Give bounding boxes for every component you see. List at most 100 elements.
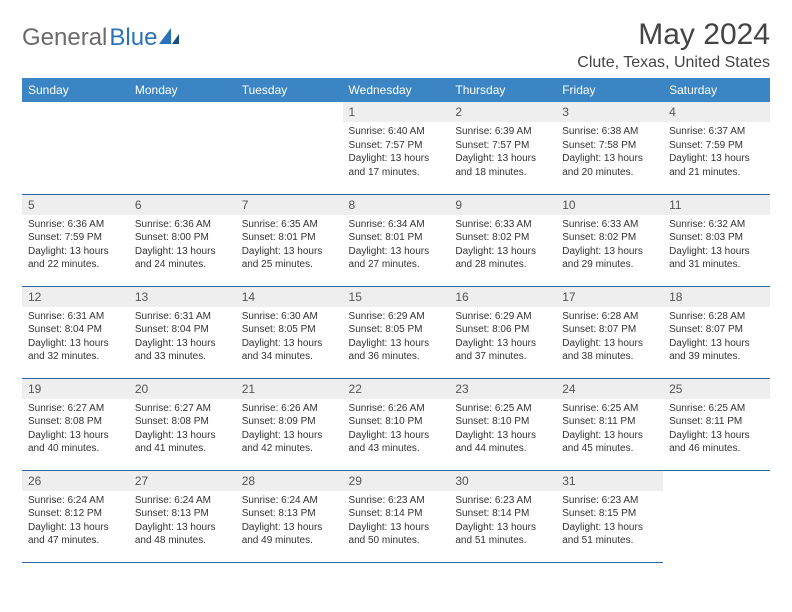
day-cell: ..: [663, 470, 770, 562]
day-cell: ..: [236, 102, 343, 194]
day-number: 13: [129, 287, 236, 307]
day-details: Sunrise: 6:32 AMSunset: 8:03 PMDaylight:…: [663, 215, 770, 276]
day-cell: 16Sunrise: 6:29 AMSunset: 8:06 PMDayligh…: [449, 286, 556, 378]
day-details: Sunrise: 6:23 AMSunset: 8:15 PMDaylight:…: [556, 491, 663, 552]
day-number: 28: [236, 471, 343, 491]
day-cell: 12Sunrise: 6:31 AMSunset: 8:04 PMDayligh…: [22, 286, 129, 378]
day-details: Sunrise: 6:29 AMSunset: 8:06 PMDaylight:…: [449, 307, 556, 368]
day-cell: 28Sunrise: 6:24 AMSunset: 8:13 PMDayligh…: [236, 470, 343, 562]
day-number: 22: [343, 379, 450, 399]
logo: GeneralBlue: [22, 18, 181, 52]
col-header-friday: Friday: [556, 78, 663, 102]
col-header-wednesday: Wednesday: [343, 78, 450, 102]
day-number: 17: [556, 287, 663, 307]
day-number: 10: [556, 195, 663, 215]
day-cell: 9Sunrise: 6:33 AMSunset: 8:02 PMDaylight…: [449, 194, 556, 286]
day-number: 24: [556, 379, 663, 399]
day-details: Sunrise: 6:28 AMSunset: 8:07 PMDaylight:…: [556, 307, 663, 368]
day-details: Sunrise: 6:31 AMSunset: 8:04 PMDaylight:…: [22, 307, 129, 368]
day-details: Sunrise: 6:30 AMSunset: 8:05 PMDaylight:…: [236, 307, 343, 368]
day-details: Sunrise: 6:24 AMSunset: 8:13 PMDaylight:…: [129, 491, 236, 552]
day-cell: 24Sunrise: 6:25 AMSunset: 8:11 PMDayligh…: [556, 378, 663, 470]
day-details: Sunrise: 6:36 AMSunset: 7:59 PMDaylight:…: [22, 215, 129, 276]
day-details: Sunrise: 6:27 AMSunset: 8:08 PMDaylight:…: [129, 399, 236, 460]
day-number: 25: [663, 379, 770, 399]
col-header-sunday: Sunday: [22, 78, 129, 102]
calendar-table: SundayMondayTuesdayWednesdayThursdayFrid…: [22, 78, 770, 563]
day-number: 21: [236, 379, 343, 399]
day-number: 4: [663, 102, 770, 122]
day-number: 9: [449, 195, 556, 215]
title-block: May 2024 Clute, Texas, United States: [577, 18, 770, 72]
day-details: Sunrise: 6:35 AMSunset: 8:01 PMDaylight:…: [236, 215, 343, 276]
logo-sail-icon: [157, 26, 181, 46]
day-details: Sunrise: 6:23 AMSunset: 8:14 PMDaylight:…: [449, 491, 556, 552]
day-number: 26: [22, 471, 129, 491]
month-title: May 2024: [577, 18, 770, 52]
day-details: Sunrise: 6:25 AMSunset: 8:11 PMDaylight:…: [556, 399, 663, 460]
day-cell: 4Sunrise: 6:37 AMSunset: 7:59 PMDaylight…: [663, 102, 770, 194]
day-cell: 29Sunrise: 6:23 AMSunset: 8:14 PMDayligh…: [343, 470, 450, 562]
day-cell: 13Sunrise: 6:31 AMSunset: 8:04 PMDayligh…: [129, 286, 236, 378]
day-cell: 1Sunrise: 6:40 AMSunset: 7:57 PMDaylight…: [343, 102, 450, 194]
day-cell: 15Sunrise: 6:29 AMSunset: 8:05 PMDayligh…: [343, 286, 450, 378]
day-number: 14: [236, 287, 343, 307]
week-row: 5Sunrise: 6:36 AMSunset: 7:59 PMDaylight…: [22, 194, 770, 286]
day-cell: 10Sunrise: 6:33 AMSunset: 8:02 PMDayligh…: [556, 194, 663, 286]
day-number: 12: [22, 287, 129, 307]
day-number: 2: [449, 102, 556, 122]
day-number: 27: [129, 471, 236, 491]
day-cell: 23Sunrise: 6:25 AMSunset: 8:10 PMDayligh…: [449, 378, 556, 470]
day-cell: ..: [129, 102, 236, 194]
day-cell: 30Sunrise: 6:23 AMSunset: 8:14 PMDayligh…: [449, 470, 556, 562]
day-cell: 8Sunrise: 6:34 AMSunset: 8:01 PMDaylight…: [343, 194, 450, 286]
day-details: Sunrise: 6:25 AMSunset: 8:11 PMDaylight:…: [663, 399, 770, 460]
location: Clute, Texas, United States: [577, 54, 770, 72]
day-cell: 2Sunrise: 6:39 AMSunset: 7:57 PMDaylight…: [449, 102, 556, 194]
week-row: 19Sunrise: 6:27 AMSunset: 8:08 PMDayligh…: [22, 378, 770, 470]
day-cell: 11Sunrise: 6:32 AMSunset: 8:03 PMDayligh…: [663, 194, 770, 286]
day-cell: 17Sunrise: 6:28 AMSunset: 8:07 PMDayligh…: [556, 286, 663, 378]
day-cell: 21Sunrise: 6:26 AMSunset: 8:09 PMDayligh…: [236, 378, 343, 470]
day-details: Sunrise: 6:29 AMSunset: 8:05 PMDaylight:…: [343, 307, 450, 368]
day-number: 5: [22, 195, 129, 215]
calendar-page: GeneralBlue May 2024 Clute, Texas, Unite…: [0, 0, 792, 573]
day-number: 15: [343, 287, 450, 307]
day-number: 8: [343, 195, 450, 215]
day-details: Sunrise: 6:40 AMSunset: 7:57 PMDaylight:…: [343, 122, 450, 183]
day-cell: 25Sunrise: 6:25 AMSunset: 8:11 PMDayligh…: [663, 378, 770, 470]
day-details: Sunrise: 6:33 AMSunset: 8:02 PMDaylight:…: [449, 215, 556, 276]
day-number: 7: [236, 195, 343, 215]
day-cell: 14Sunrise: 6:30 AMSunset: 8:05 PMDayligh…: [236, 286, 343, 378]
day-details: Sunrise: 6:33 AMSunset: 8:02 PMDaylight:…: [556, 215, 663, 276]
day-cell: 31Sunrise: 6:23 AMSunset: 8:15 PMDayligh…: [556, 470, 663, 562]
col-header-monday: Monday: [129, 78, 236, 102]
header: GeneralBlue May 2024 Clute, Texas, Unite…: [22, 18, 770, 72]
col-header-saturday: Saturday: [663, 78, 770, 102]
day-cell: 18Sunrise: 6:28 AMSunset: 8:07 PMDayligh…: [663, 286, 770, 378]
day-details: Sunrise: 6:39 AMSunset: 7:57 PMDaylight:…: [449, 122, 556, 183]
day-details: Sunrise: 6:38 AMSunset: 7:58 PMDaylight:…: [556, 122, 663, 183]
week-row: 26Sunrise: 6:24 AMSunset: 8:12 PMDayligh…: [22, 470, 770, 562]
day-number: 31: [556, 471, 663, 491]
week-row: ......1Sunrise: 6:40 AMSunset: 7:57 PMDa…: [22, 102, 770, 194]
day-cell: 5Sunrise: 6:36 AMSunset: 7:59 PMDaylight…: [22, 194, 129, 286]
day-number: 1: [343, 102, 450, 122]
day-cell: 26Sunrise: 6:24 AMSunset: 8:12 PMDayligh…: [22, 470, 129, 562]
day-cell: 3Sunrise: 6:38 AMSunset: 7:58 PMDaylight…: [556, 102, 663, 194]
day-cell: 27Sunrise: 6:24 AMSunset: 8:13 PMDayligh…: [129, 470, 236, 562]
day-details: Sunrise: 6:23 AMSunset: 8:14 PMDaylight:…: [343, 491, 450, 552]
logo-text-2: Blue: [109, 24, 157, 52]
week-row: 12Sunrise: 6:31 AMSunset: 8:04 PMDayligh…: [22, 286, 770, 378]
day-number: 20: [129, 379, 236, 399]
day-cell: 19Sunrise: 6:27 AMSunset: 8:08 PMDayligh…: [22, 378, 129, 470]
day-number: 30: [449, 471, 556, 491]
day-number: 29: [343, 471, 450, 491]
day-cell: 7Sunrise: 6:35 AMSunset: 8:01 PMDaylight…: [236, 194, 343, 286]
day-details: Sunrise: 6:24 AMSunset: 8:13 PMDaylight:…: [236, 491, 343, 552]
day-number: 23: [449, 379, 556, 399]
day-cell: 22Sunrise: 6:26 AMSunset: 8:10 PMDayligh…: [343, 378, 450, 470]
day-details: Sunrise: 6:36 AMSunset: 8:00 PMDaylight:…: [129, 215, 236, 276]
day-details: Sunrise: 6:24 AMSunset: 8:12 PMDaylight:…: [22, 491, 129, 552]
day-details: Sunrise: 6:25 AMSunset: 8:10 PMDaylight:…: [449, 399, 556, 460]
